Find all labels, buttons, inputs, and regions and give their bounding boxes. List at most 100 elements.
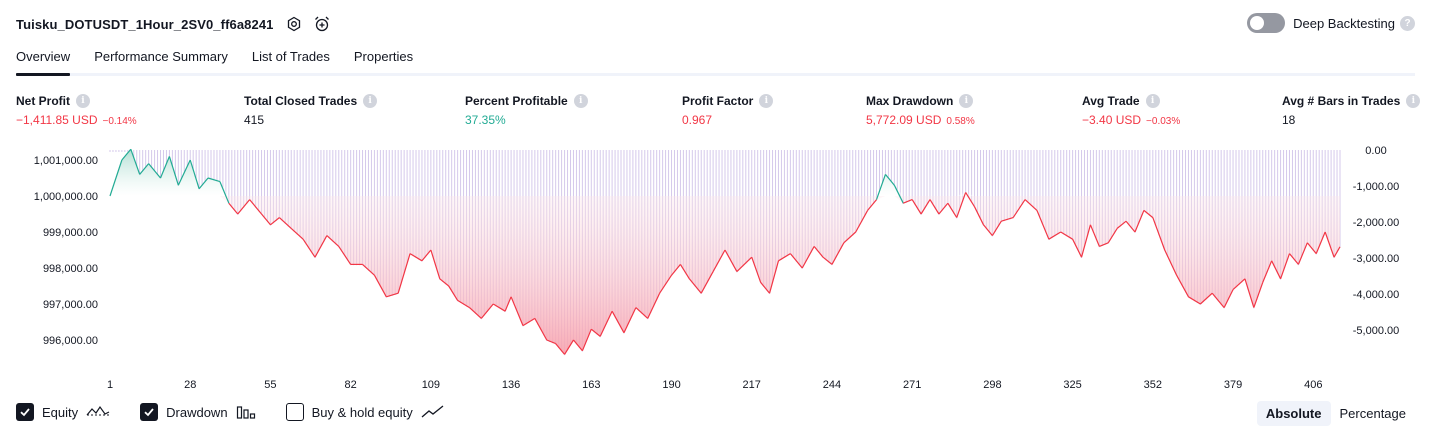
info-icon[interactable]: i [959,94,974,108]
drawdown-bar [1110,150,1112,239]
drawdown-bar [121,150,123,152]
equity-line-segment [546,339,556,345]
alarm-clock-plus-icon[interactable] [311,13,333,35]
drawdown-bar [1048,150,1050,240]
equity-line-segment [590,328,601,337]
equity-line-segment [647,292,661,319]
drawdown-bar [1033,150,1035,209]
drawdown-bar [1155,150,1157,227]
drawdown-bar [1131,150,1133,230]
drawdown-bar [935,150,937,210]
equity-line-segment [991,220,1002,236]
x-axis-tick: 325 [1063,379,1081,391]
drawdown-bar [1009,150,1011,220]
deep-backtesting-toggle[interactable] [1247,13,1286,33]
equity-line-segment [938,202,949,215]
question-icon[interactable]: ? [1400,15,1415,31]
x-axis-tick: 406 [1304,379,1322,391]
strategy-title: Tuisku_DOTUSDT_1Hour_2SV0_ff6a8241 [16,16,274,32]
legend-equity[interactable]: Equity [16,403,110,421]
drawdown-bar [326,150,328,237]
drawdown-bar [255,150,257,208]
gear-icon-graphic [288,16,301,32]
toggle-knob [1250,16,1265,30]
legend-drawdown[interactable]: Drawdown [140,403,255,421]
right-axis-tick: -4,000.00 [1353,289,1399,301]
drawdown-bar [210,150,212,180]
drawdown-bar [243,150,245,208]
x-axis-tick: 163 [582,379,600,391]
drawdown-bar [1119,150,1121,227]
drawdown-bar [252,150,254,204]
info-icon[interactable]: i [1406,94,1421,108]
drawdown-bar [1042,150,1044,226]
drawdown-bar [932,150,934,206]
drawdown-bar [890,150,892,183]
checkbox-unchecked-icon[interactable] [285,403,304,421]
drawdown-bar [953,150,955,214]
info-icon[interactable]: i [76,94,90,108]
equity-line-segment [801,246,815,269]
equity-line-segment [480,303,494,319]
stat-percent: −0.03% [1146,116,1181,127]
equity-line-segment [1099,242,1109,247]
strategy-header: Tuisku_DOTUSDT_1Hour_2SV0_ff6a8241 [16,12,333,36]
equity-line-segment [439,278,450,287]
absolute-button[interactable]: Absolute [1256,401,1331,426]
checkbox-checked-icon[interactable] [16,403,34,421]
drawdown-bar [944,150,946,208]
drawdown-bar [1030,150,1032,206]
drawdown-bar [1036,150,1038,212]
left-axis-tick: 997,000.00 [43,299,98,311]
equity-line-segment [1211,292,1225,308]
info-icon[interactable]: i [759,94,774,108]
drawdown-bar [846,150,848,241]
drawdown-bar [201,150,203,186]
equity-line-segment [469,307,482,319]
tab-overview[interactable]: Overview [16,44,71,76]
info-icon[interactable]: i [363,94,378,108]
stat-value: 0.967 [682,113,713,127]
info-icon[interactable]: i [1145,94,1160,108]
tab-list-of-trades[interactable]: List of Trades [251,49,330,64]
tab-properties[interactable]: Properties [353,49,414,64]
stat-label: Max Drawdown [866,94,954,108]
drawdown-bar [332,150,334,242]
trend-line-icon-graphic [421,405,444,418]
equity-line-icon [86,404,110,420]
equity-line-segment [430,249,441,279]
gear-icon[interactable] [283,13,305,35]
equity-line-segment [1107,228,1118,244]
drawdown-bar [1015,150,1017,214]
checkbox-checked-icon[interactable] [140,403,159,421]
tab-performance-summary[interactable]: Performance Summary [94,49,228,64]
equity-line-segment [679,264,690,280]
equity-line-segment [875,174,887,200]
equity-chart[interactable]: 1,001,000.00 1,000,000.00 999,000.00 998,00… [0,140,1431,398]
drawdown-bar [240,150,242,212]
equity-line-segment [148,163,161,179]
drawdown-bar [139,150,141,176]
drawdown-bar [887,150,889,179]
drawdown-bar [165,150,167,165]
drawdown-bar [974,150,976,208]
drawdown-bar [1149,150,1151,216]
equity-line-segment [1072,238,1083,258]
drawdown-bar [959,150,961,210]
equity-line-segment [362,263,375,276]
legend-buy-hold-equity[interactable]: Buy & hold equity [285,403,445,421]
equity-line-segment [623,307,637,334]
drawdown-bar [290,150,292,230]
x-axis-tick: 217 [743,379,761,391]
equity-line-segment [159,156,170,179]
stat-label: Avg # Bars in Trades [1282,94,1401,108]
equity-line-segment [611,310,625,334]
equity-line-segment [314,235,328,258]
drawdown-bar [109,150,111,152]
equity-line-segment [1060,231,1073,240]
info-icon[interactable]: i [573,94,588,108]
drawdown-bar [302,150,304,240]
percentage-button[interactable]: Percentage [1339,406,1407,421]
equity-line-segment [1315,231,1326,254]
drawdown-bar [997,150,999,227]
